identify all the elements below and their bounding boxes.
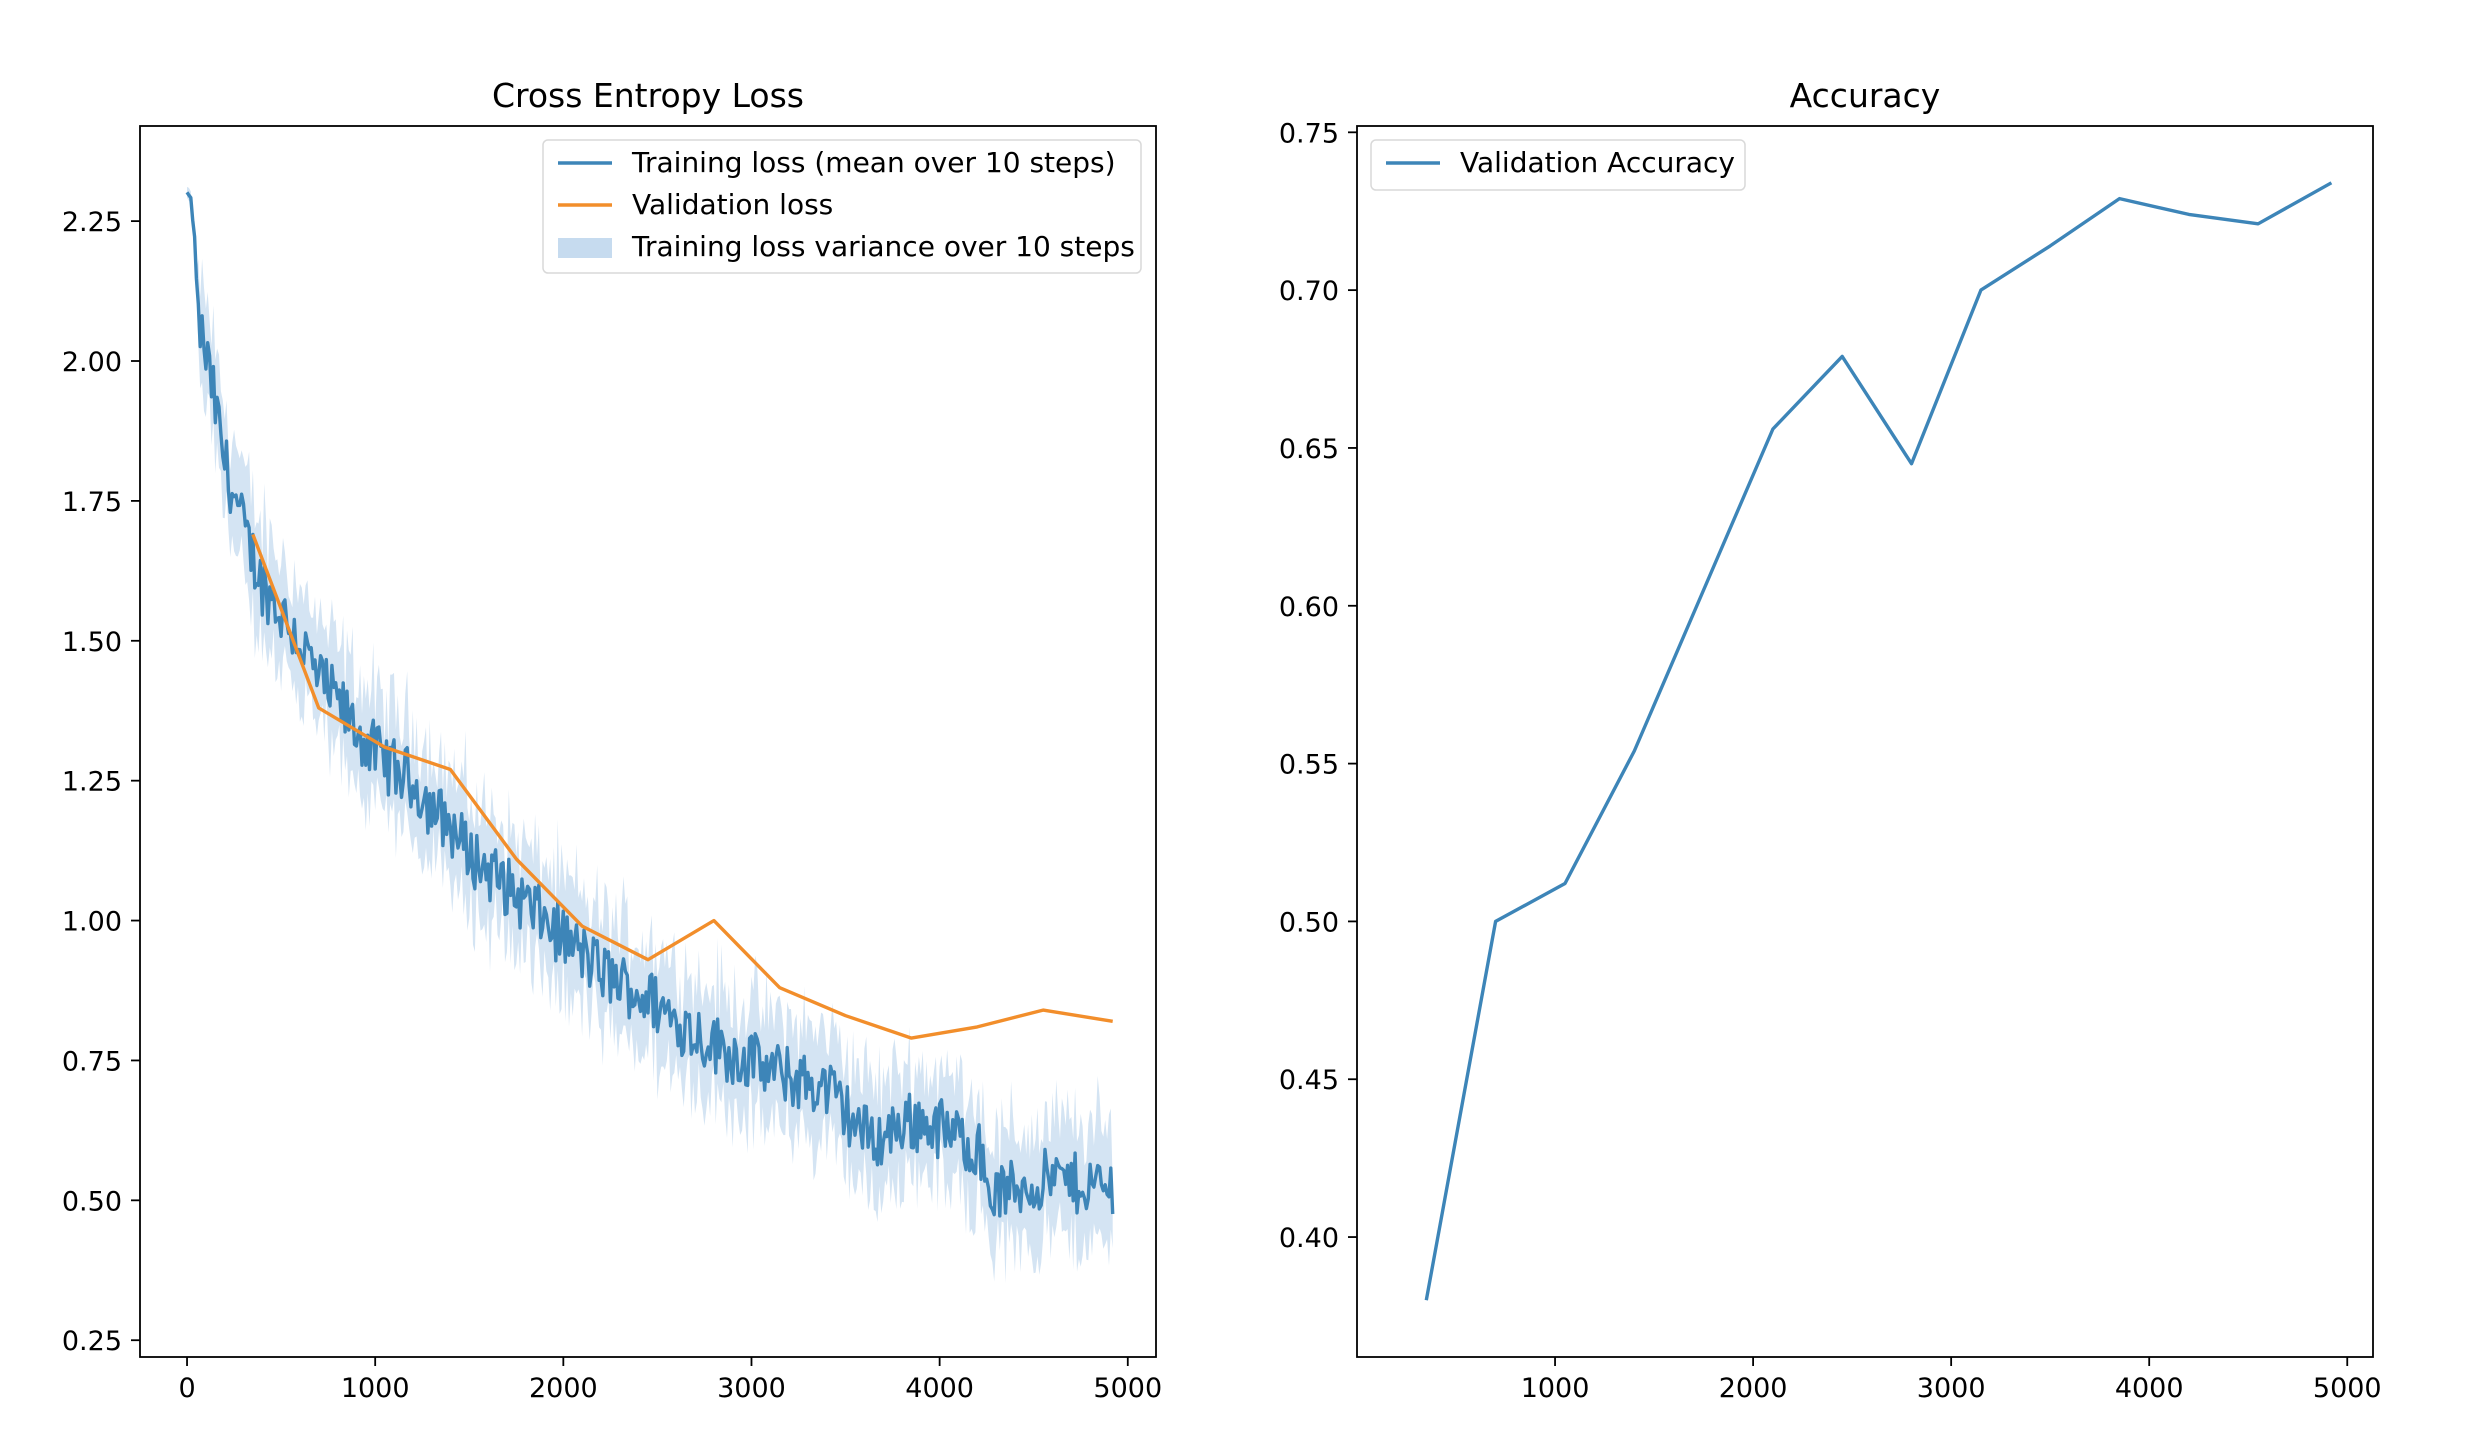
acc-ytick-label: 0.45 (1279, 1065, 1339, 1096)
accuracy-plot-area (1357, 126, 2373, 1357)
loss-chart: Cross Entropy Loss 0 1000 2000 3000 4000 5000… (62, 76, 1162, 1404)
loss-legend-box (542, 139, 1142, 274)
accuracy-chart-title: Accuracy (1790, 76, 1941, 115)
loss-xtick-label: 1000 (341, 1373, 410, 1404)
acc-xtick-label: 2000 (1719, 1373, 1788, 1404)
acc-ytick-label: 0.65 (1279, 434, 1339, 465)
loss-ytick-label: 0.50 (62, 1186, 122, 1217)
acc-ytick-label: 0.40 (1279, 1223, 1339, 1254)
loss-xtick-label: 3000 (717, 1373, 786, 1404)
acc-xtick-label: 5000 (2313, 1373, 2382, 1404)
acc-xtick-label: 4000 (2115, 1373, 2184, 1404)
loss-axis-ticks: 0 1000 2000 3000 4000 5000 0.25 0.50 0.75 1.00 1.2… (62, 207, 1162, 1404)
loss-ytick-label: 0.25 (62, 1326, 122, 1357)
legend-variance-label: Training loss variance over 10 steps (631, 230, 1135, 263)
acc-xtick-label: 1000 (1521, 1373, 1590, 1404)
loss-ytick-label: 1.75 (62, 487, 122, 518)
accuracy-plot-frame (1356, 125, 2374, 1358)
acc-xtick-label: 3000 (1917, 1373, 1986, 1404)
accuracy-legend-box (1370, 139, 1746, 191)
accuracy-axis-ticks: 1000 2000 3000 4000 5000 0.40 0.45 0.50 0.55 0.60… (1279, 118, 2382, 1404)
loss-plot-frame (139, 125, 1157, 1358)
acc-ytick-label: 0.60 (1279, 592, 1339, 623)
legend-validation-accuracy-label: Validation Accuracy (1460, 146, 1735, 179)
loss-ytick-label: 2.25 (62, 207, 122, 238)
loss-ytick-label: 1.50 (62, 627, 122, 658)
loss-xtick-label: 0 (178, 1373, 195, 1404)
loss-xtick-label: 4000 (905, 1373, 974, 1404)
loss-ytick-label: 1.25 (62, 767, 122, 798)
loss-chart-title: Cross Entropy Loss (492, 76, 804, 115)
loss-xtick-label: 5000 (1093, 1373, 1162, 1404)
accuracy-chart: Accuracy 1000 2000 3000 4000 5000 0.40 0.45 0.5… (1279, 76, 2382, 1404)
legend-variance-swatch (558, 238, 612, 258)
loss-xtick-label: 2000 (529, 1373, 598, 1404)
accuracy-legend: Validation Accuracy (1370, 139, 1746, 191)
acc-ytick-label: 0.50 (1279, 907, 1339, 938)
legend-validation-loss-label: Validation loss (632, 188, 833, 221)
acc-ytick-label: 0.55 (1279, 750, 1339, 781)
legend-training-loss-label: Training loss (mean over 10 steps) (631, 146, 1116, 179)
validation-loss-line (251, 533, 1113, 1040)
acc-ytick-label: 0.75 (1279, 118, 1339, 149)
loss-ytick-label: 0.75 (62, 1046, 122, 1077)
loss-legend: Training loss (mean over 10 steps) Valid… (542, 139, 1142, 274)
validation-accuracy-line (1424, 181, 2333, 1301)
loss-ytick-label: 2.00 (62, 347, 122, 378)
acc-ytick-label: 0.70 (1279, 276, 1339, 307)
loss-ytick-label: 1.00 (62, 907, 122, 938)
